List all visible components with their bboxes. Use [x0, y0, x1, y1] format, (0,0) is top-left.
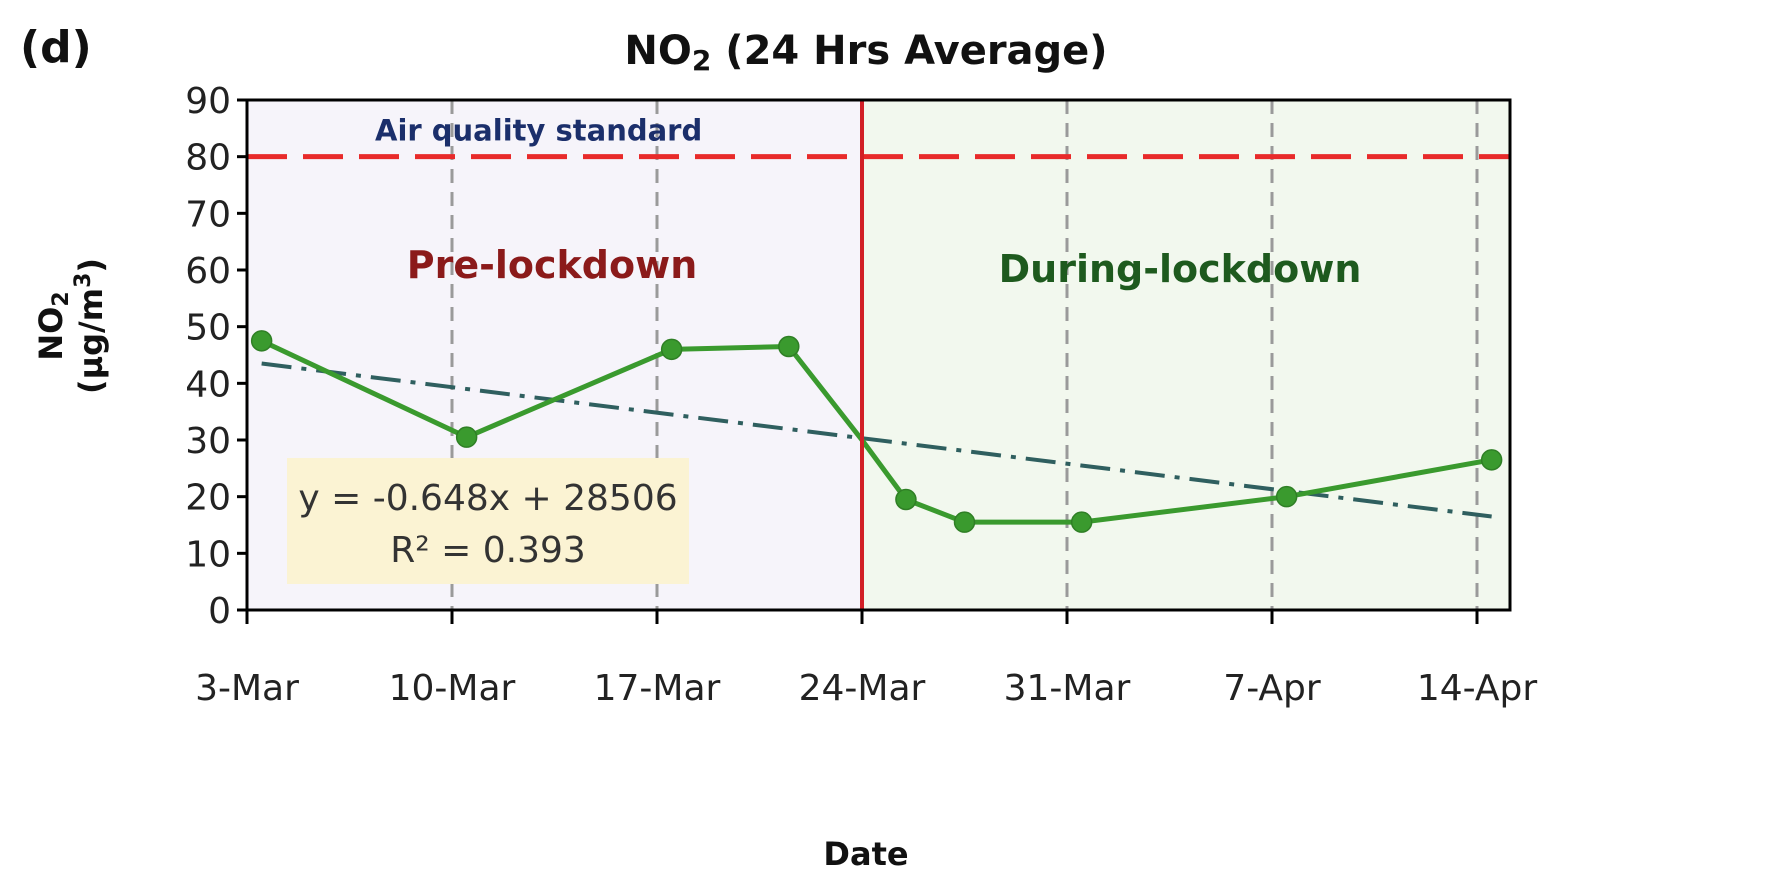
y-axis: 0 10 20 30 40 50 60 70 80 90 — [185, 81, 247, 632]
y-tick-label-70: 70 — [185, 194, 231, 235]
data-point-27-Mar — [953, 511, 976, 533]
x-axis-title: Date — [823, 835, 908, 873]
y-axis-title-line2: (µg/m3) — [71, 258, 110, 394]
y-axis-title: NO2 (µg/m3) — [32, 258, 110, 394]
x-tick-label-31-Mar: 31-Mar — [1004, 668, 1131, 709]
data-point-21-Mar — [778, 335, 800, 358]
y-tick-label-0: 0 — [208, 591, 231, 632]
y-tick-label-50: 50 — [185, 308, 231, 349]
trend-r-squared: R² = 0.393 — [390, 530, 586, 571]
x-tick-label-24-Mar: 24-Mar — [799, 668, 926, 709]
data-point-31-Mar — [1070, 511, 1093, 533]
x-tick-label-7-Apr: 7-Apr — [1223, 668, 1321, 709]
x-tick-label-17-Mar: 17-Mar — [594, 668, 721, 709]
data-point-14-Apr — [1480, 449, 1503, 471]
data-point-25-Mar — [895, 488, 917, 511]
trend-equation-box — [287, 458, 689, 584]
y-tick-label-20: 20 — [185, 478, 231, 519]
trend-equation: y = -0.648x + 28506 — [298, 478, 677, 519]
y-axis-title-line1: NO2 — [32, 291, 74, 360]
x-tick-label-14-Apr: 14-Apr — [1417, 668, 1537, 709]
panel-label: (d) — [20, 22, 92, 73]
data-point-17-Mar — [660, 338, 683, 361]
during-lockdown-region — [862, 100, 1510, 610]
y-tick-label-30: 30 — [185, 421, 231, 462]
y-tick-label-90: 90 — [185, 81, 231, 122]
plot-frame — [245, 98, 1512, 612]
chart-title: NO2 (24 Hrs Average) — [624, 28, 1107, 77]
y-tick-label-60: 60 — [185, 251, 231, 292]
y-tick-label-10: 10 — [185, 534, 231, 575]
x-tick-label-10-Mar: 10-Mar — [389, 668, 516, 709]
during-lockdown-label: During-lockdown — [999, 247, 1362, 291]
y-tick-label-80: 80 — [185, 138, 231, 179]
x-tick-label-3-Mar: 3-Mar — [195, 668, 299, 709]
pre-lockdown-label: Pre-lockdown — [407, 243, 698, 287]
data-point-10-Mar — [455, 426, 478, 448]
air-quality-standard-label: Air quality standard — [375, 114, 702, 148]
x-axis: 3-Mar 10-Mar 17-Mar 24-Mar 31-Mar 7-Apr 14-Apr — [195, 610, 1537, 709]
y-tick-label-40: 40 — [185, 364, 231, 405]
no2-series-markers — [250, 330, 1503, 533]
data-point-7-Apr — [1275, 485, 1298, 508]
no2-series-line — [260, 338, 1493, 525]
data-point-3-Mar — [250, 330, 273, 352]
